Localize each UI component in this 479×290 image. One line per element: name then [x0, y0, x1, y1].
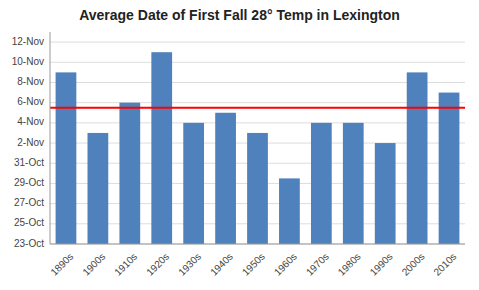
grid-line — [50, 102, 465, 103]
grid-line — [50, 244, 465, 245]
chart: Average Date of First Fall 28° Temp in L… — [0, 0, 479, 290]
y-tick-label: 29-Oct — [14, 177, 44, 188]
bar — [151, 52, 172, 244]
bar — [375, 143, 396, 244]
chart-container: Average Date of First Fall 28° Temp in L… — [0, 0, 479, 290]
x-tick-label: 1900s — [80, 251, 107, 278]
bar — [247, 133, 268, 244]
x-tick-label: 1940s — [208, 251, 235, 278]
grid-line — [50, 62, 465, 63]
x-tick-label: 1930s — [176, 251, 203, 278]
x-tick-label: 2000s — [400, 251, 427, 278]
x-tick-label: 1960s — [272, 251, 299, 278]
grid-line — [50, 42, 465, 43]
bar — [88, 133, 109, 244]
y-axis: 23-Oct 25-Oct 27-Oct 29-Oct 31-Oct 2-Nov 4-Nov… — [12, 36, 44, 249]
bar — [407, 72, 428, 244]
x-tick-label: 1980s — [336, 251, 363, 278]
title: Average Date of First Fall 28° Temp in L… — [79, 7, 400, 23]
bar — [343, 123, 364, 244]
bar — [215, 113, 236, 244]
y-axis-line — [50, 32, 51, 244]
grid — [50, 42, 465, 244]
y-tick-label: 8-Nov — [17, 76, 44, 87]
y-tick-label: 2-Nov — [17, 137, 44, 148]
x-tick-label: 1990s — [368, 251, 395, 278]
y-tick-label: 10-Nov — [12, 56, 44, 67]
bar — [56, 72, 77, 244]
x-tick-label: 1970s — [304, 251, 331, 278]
y-tick-label: 27-Oct — [14, 197, 44, 208]
bar — [439, 93, 460, 244]
plot-area — [50, 52, 465, 244]
x-axis-line — [50, 244, 465, 245]
bar — [311, 123, 332, 244]
y-tick-label: 6-Nov — [17, 96, 44, 107]
x-tick-label: 1920s — [144, 251, 171, 278]
x-tick-label: 2010s — [431, 251, 458, 278]
y-tick-label: 31-Oct — [14, 157, 44, 168]
x-tick-label: 1910s — [112, 251, 139, 278]
grid-line — [50, 82, 465, 83]
x-tick-label: 1950s — [240, 251, 267, 278]
bar — [119, 103, 140, 244]
y-tick-label: 25-Oct — [14, 217, 44, 228]
y-tick-label: 23-Oct — [14, 238, 44, 249]
reference-line — [50, 107, 465, 109]
bar — [279, 178, 300, 244]
y-tick-label: 4-Nov — [17, 116, 44, 127]
x-tick-label: 1890s — [48, 251, 75, 278]
y-tick-label: 12-Nov — [12, 36, 44, 47]
bar — [183, 123, 204, 244]
x-axis: 1890s1900s1910s1920s1930s1940s1950s1960s… — [48, 251, 458, 278]
grid-line — [50, 122, 465, 123]
